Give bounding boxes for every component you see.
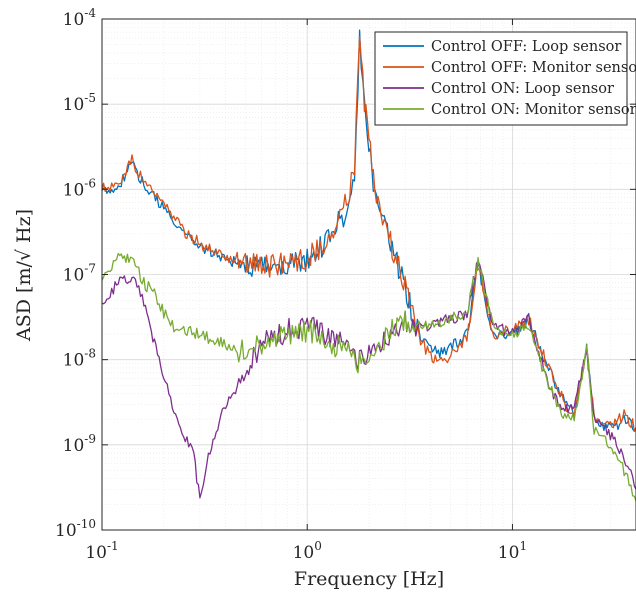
legend-entry: Control OFF: Loop sensor	[431, 39, 621, 55]
y-tick-label: 10-7	[63, 262, 96, 286]
y-tick-labels: 10-10 10-9 10-8 10-7 10-6 10-5 10-4	[55, 6, 96, 541]
x-tick-label: 100	[293, 539, 322, 563]
x-tick-labels: 10-1 100 101	[85, 539, 527, 563]
legend-entry: Control ON: Monitor sensor	[431, 102, 636, 118]
legend-entry: Control OFF: Monitor sensor	[431, 60, 636, 76]
x-axis-title: Frequency [Hz]	[294, 568, 444, 590]
y-tick-label: 10-6	[63, 176, 96, 200]
x-tick-label: 101	[498, 539, 527, 563]
x-tick-label: 10-1	[85, 539, 118, 563]
legend: Control OFF: Loop sensor Control OFF: Mon…	[374, 31, 636, 126]
y-tick-label: 10-10	[55, 517, 96, 541]
y-axis-title: ASD [m/√ Hz]	[13, 209, 35, 342]
series-line-control-off-monitor-sensor	[101, 36, 636, 433]
y-tick-label: 10-5	[63, 91, 96, 115]
legend-entry: Control ON: Loop sensor	[431, 81, 614, 97]
series-line-control-on-monitor-sensor	[101, 252, 636, 502]
y-tick-label: 10-8	[63, 347, 96, 371]
y-tick-label: 10-9	[63, 432, 96, 456]
y-tick-label: 10-4	[63, 6, 97, 30]
series-layer	[101, 29, 636, 502]
axis-ticks	[101, 18, 636, 531]
